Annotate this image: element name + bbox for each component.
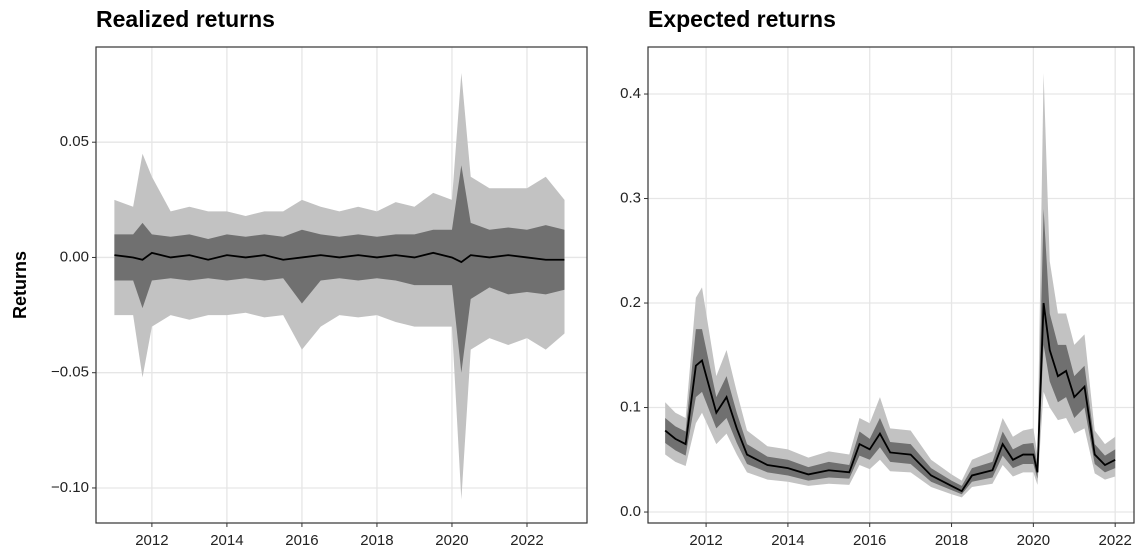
y-tick-label: 0.0 bbox=[620, 503, 641, 520]
x-tick-label: 2012 bbox=[689, 532, 722, 549]
y-tick-label: 0.1 bbox=[620, 398, 641, 415]
x-tick-label: 2014 bbox=[771, 532, 804, 549]
x-tick-label: 2020 bbox=[435, 532, 468, 549]
chart-title: Expected returns bbox=[648, 6, 836, 32]
plot-frame bbox=[95, 46, 588, 524]
x-tick-label: 2018 bbox=[360, 532, 393, 549]
y-tick-label: 0.2 bbox=[620, 294, 641, 311]
x-tick-label: 2022 bbox=[510, 532, 543, 549]
x-tick-label: 2022 bbox=[1098, 532, 1131, 549]
plot-frame bbox=[647, 46, 1135, 524]
line bbox=[664, 302, 1116, 493]
y-tick-label: 0.00 bbox=[60, 248, 89, 265]
band bbox=[114, 165, 565, 373]
x-tick-label: 2014 bbox=[210, 532, 243, 549]
x-tick-label: 2016 bbox=[285, 532, 318, 549]
y-tick-label: 0.3 bbox=[620, 189, 641, 206]
y-tick-label: −0.10 bbox=[51, 479, 89, 496]
y-tick-label: 0.05 bbox=[60, 133, 89, 150]
y-tick-label: −0.05 bbox=[51, 364, 89, 381]
x-tick-label: 2018 bbox=[935, 532, 968, 549]
x-tick-label: 2012 bbox=[135, 532, 168, 549]
chart-title: Realized returns bbox=[96, 6, 275, 32]
band bbox=[114, 73, 565, 500]
y-tick-label: 0.4 bbox=[620, 85, 641, 102]
line bbox=[114, 251, 565, 264]
y-axis-label: Returns bbox=[10, 251, 30, 319]
x-tick-label: 2020 bbox=[1017, 532, 1050, 549]
x-tick-label: 2016 bbox=[853, 532, 886, 549]
